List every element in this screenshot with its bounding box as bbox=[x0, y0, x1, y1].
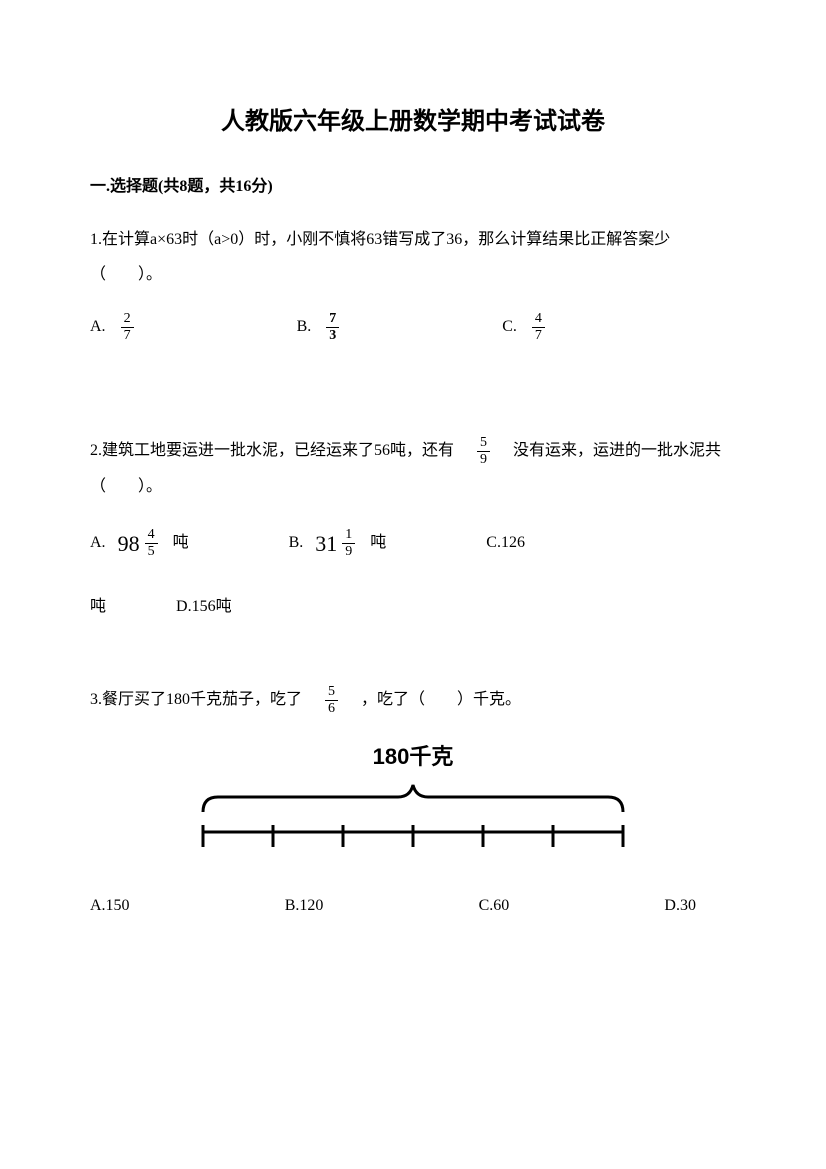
option-label: A. bbox=[90, 313, 106, 342]
numerator: 2 bbox=[121, 312, 134, 328]
numerator: 4 bbox=[532, 312, 545, 328]
numerator: 5 bbox=[325, 685, 338, 701]
option-label: D.156吨 bbox=[176, 593, 232, 622]
whole-part: 31 bbox=[315, 524, 337, 564]
denominator: 6 bbox=[325, 701, 338, 716]
q2-options: A. 98 4 5 吨 B. 31 1 9 bbox=[90, 524, 736, 622]
section-1-header: 一.选择题(共8题，共16分) bbox=[90, 173, 736, 202]
diagram-label: 180千克 bbox=[90, 737, 736, 777]
whole-part: 98 bbox=[118, 524, 140, 564]
q2-option-c-unit: 吨 bbox=[90, 593, 106, 622]
q3-option-d: D.30 bbox=[664, 892, 696, 921]
q3-option-c: C.60 bbox=[479, 892, 510, 921]
q3-option-b: B.120 bbox=[285, 892, 324, 921]
q3-text-part1: 3.餐厅买了180千克茄子，吃了 bbox=[90, 691, 318, 708]
numerator: 1 bbox=[342, 528, 355, 544]
question-3: 3.餐厅买了180千克茄子，吃了 5 6 ，吃了（ ）千克。 180千克 bbox=[90, 682, 736, 921]
q1-option-a: A. 2 7 bbox=[90, 312, 137, 343]
q1-text: 1.在计算a×63时（a>0）时，小刚不慎将63错写成了36，那么计算结果比正解… bbox=[90, 222, 736, 292]
q2-option-c: C.126 bbox=[486, 529, 525, 558]
fraction: 4 7 bbox=[532, 312, 545, 343]
q3-text-part2: ，吃了（ ）千克。 bbox=[345, 691, 521, 708]
unit: 吨 bbox=[90, 593, 106, 622]
q2-option-d: D.156吨 bbox=[176, 593, 232, 622]
denominator: 3 bbox=[326, 328, 339, 343]
q2-text-part1: 2.建筑工地要运进一批水泥，已经运来了56吨，还有 bbox=[90, 442, 470, 459]
q2-text: 2.建筑工地要运进一批水泥，已经运来了56吨，还有 5 9 没有运来，运进的一批… bbox=[90, 433, 736, 503]
brace-svg bbox=[188, 782, 638, 862]
exam-title: 人教版六年级上册数学期中考试试卷 bbox=[90, 100, 736, 143]
option-label: B. bbox=[289, 529, 304, 558]
q1-option-c: C. 4 7 bbox=[502, 312, 548, 343]
denominator: 9 bbox=[342, 544, 355, 559]
mixed-number: 98 4 5 bbox=[118, 524, 161, 564]
denominator: 9 bbox=[477, 452, 490, 467]
numerator: 4 bbox=[145, 528, 158, 544]
denominator: 5 bbox=[145, 544, 158, 559]
q3-diagram: 180千克 bbox=[90, 737, 736, 862]
fraction: 5 9 bbox=[477, 436, 490, 467]
q1-option-b: B. 7 3 bbox=[297, 312, 343, 343]
denominator: 7 bbox=[532, 328, 545, 343]
question-1: 1.在计算a×63时（a>0）时，小刚不慎将63错写成了36，那么计算结果比正解… bbox=[90, 222, 736, 343]
q3-option-a: A.150 bbox=[90, 892, 130, 921]
mixed-number: 31 1 9 bbox=[315, 524, 358, 564]
numerator: 5 bbox=[477, 436, 490, 452]
q3-text: 3.餐厅买了180千克茄子，吃了 5 6 ，吃了（ ）千克。 bbox=[90, 682, 736, 717]
fraction: 2 7 bbox=[121, 312, 134, 343]
option-label: A. bbox=[90, 529, 106, 558]
numerator: 7 bbox=[326, 312, 339, 328]
option-label: C. bbox=[502, 313, 517, 342]
q3-options: A.150 B.120 C.60 D.30 bbox=[90, 892, 736, 921]
fraction: 4 5 bbox=[145, 528, 158, 559]
denominator: 7 bbox=[121, 328, 134, 343]
q1-options: A. 2 7 B. 7 3 C. 4 7 bbox=[90, 312, 736, 343]
unit: 吨 bbox=[370, 529, 386, 558]
fraction: 5 6 bbox=[325, 685, 338, 716]
q2-option-b: B. 31 1 9 吨 bbox=[289, 524, 387, 564]
option-label: B. bbox=[297, 313, 312, 342]
q2-option-a: A. 98 4 5 吨 bbox=[90, 524, 189, 564]
option-label: C.126 bbox=[486, 529, 525, 558]
fraction: 7 3 bbox=[326, 312, 339, 343]
fraction: 1 9 bbox=[342, 528, 355, 559]
unit: 吨 bbox=[173, 529, 189, 558]
question-2: 2.建筑工地要运进一批水泥，已经运来了56吨，还有 5 9 没有运来，运进的一批… bbox=[90, 433, 736, 622]
